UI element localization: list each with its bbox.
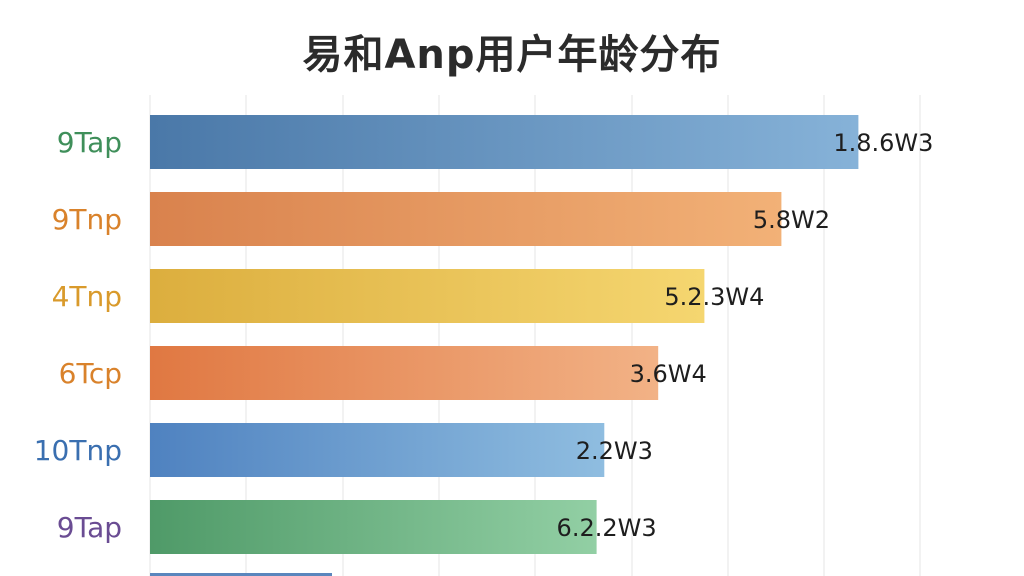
value-label-4: 2.2W3 (576, 437, 653, 465)
bar-2 (150, 269, 705, 323)
value-label-2: 5.2.3W4 (664, 283, 764, 311)
bar-4 (150, 423, 605, 477)
bar-cropped (150, 573, 332, 576)
value-labels: 1.8.6W3 5.8W2 5.2.3W4 3.6W4 2.2W3 6.2.2W3 (557, 129, 934, 542)
category-label-3: 6Tcp (59, 357, 122, 390)
category-label-4: 10Tnp (34, 434, 122, 467)
value-label-1: 5.8W2 (753, 206, 830, 234)
bar-3 (150, 346, 659, 400)
category-labels: 9Tap 9Tnp 4Tnp 6Tcp 10Tnp 9Tap (34, 126, 122, 544)
bar-1 (150, 192, 782, 246)
bar-5 (150, 500, 597, 554)
bar-0 (150, 115, 859, 169)
category-label-0: 9Tap (57, 126, 122, 159)
category-label-2: 4Tnp (52, 280, 122, 313)
gridlines (149, 95, 921, 576)
value-label-5: 6.2.2W3 (557, 514, 657, 542)
chart-title: 易和Anp用户年龄分布 (302, 32, 722, 78)
category-label-5: 9Tap (57, 511, 122, 544)
category-label-1: 9Tnp (52, 203, 122, 236)
value-label-3: 3.6W4 (630, 360, 707, 388)
bars (150, 115, 859, 576)
value-label-0: 1.8.6W3 (833, 129, 933, 157)
